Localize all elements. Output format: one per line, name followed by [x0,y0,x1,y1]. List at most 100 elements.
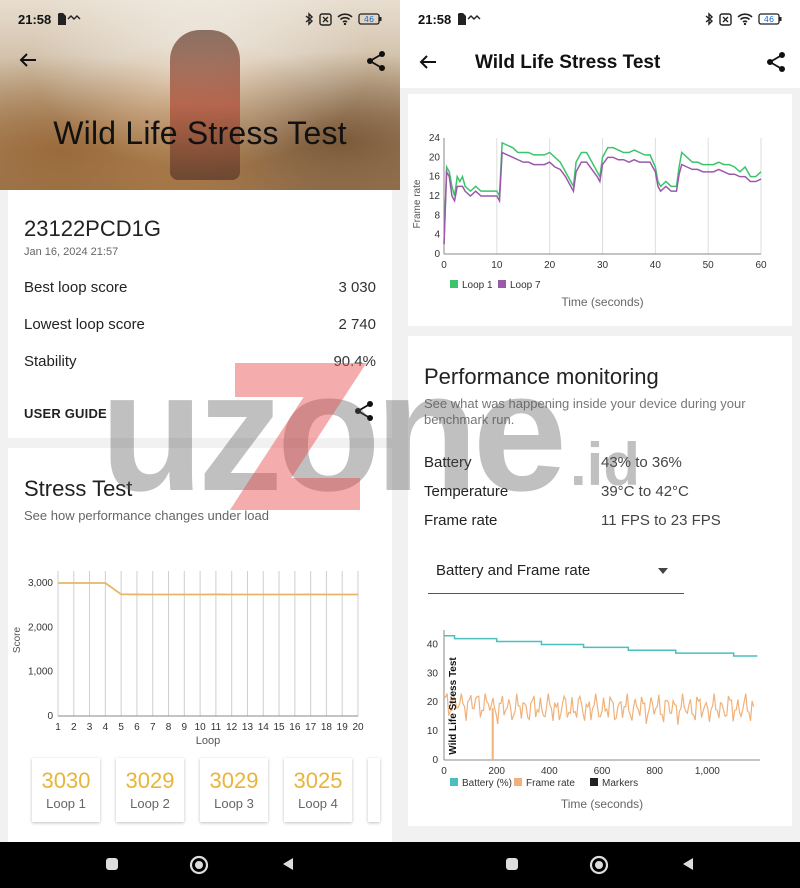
dropdown-value: Battery and Frame rate [436,562,591,579]
legend-label: Loop 7 [510,280,541,291]
x-tick-label: 8 [166,722,172,733]
battery-row: Battery 43% to 36% [424,454,682,471]
x-tick-label: 0 [441,766,447,777]
back-arrow-icon[interactable] [418,52,438,72]
legend-label: Frame rate [526,778,575,789]
loop-tile[interactable]: 3025 Loop 4 [284,758,352,822]
legend-label: Markers [602,778,638,789]
notification-icon [467,15,481,20]
y-tick-label: 30 [427,668,439,679]
battery-icon: 46 [358,13,382,25]
y-tick-label: 8 [434,210,440,221]
y-tick-label: 0 [47,711,53,722]
sim-icon [58,13,67,25]
dropdown-arrow-icon [658,568,668,574]
x-tick-label: 0 [441,260,447,271]
share-result-icon[interactable] [354,400,374,422]
battery-level: 46 [764,15,774,24]
x-tick-label: 19 [337,722,349,733]
y-tick-label: 12 [429,191,441,202]
legend-label: Battery (%) [462,778,512,789]
hero-banner: Wild Life Stress Test [0,0,400,190]
left-screen: Wild Life Stress Test 21:58 46 23122PCD1… [0,0,400,842]
lowest-loop-row: Lowest loop score 2 740 [24,316,376,333]
x-tick-label: 9 [182,722,188,733]
best-loop-value: 3 030 [338,279,376,296]
y-tick-label: 1,000 [28,667,53,678]
loop-tile[interactable]: 3029 Loop 3 [200,758,268,822]
loop-score: 3029 [209,768,259,793]
loop-tile-partial[interactable] [368,758,380,822]
legend-swatch [498,280,506,288]
x-tick-label: 30 [597,260,609,271]
x-tick-label: 11 [211,722,222,733]
x-tick-label: 16 [289,722,301,733]
y-tick-label: 24 [429,133,441,144]
legend-swatch [450,778,458,786]
home-icon[interactable] [589,855,609,875]
x-tick-label: 600 [594,766,611,777]
bluetooth-icon [305,12,314,26]
frame-rate-card: 0 10 20 30 40 50 60 0 4 8 12 16 20 24 Frame rate Loop 1… [408,94,792,326]
loop-score: 3025 [293,768,343,793]
y-tick-label: 16 [429,172,441,183]
status-time: 21:58 [18,11,52,27]
loop-score: 3029 [125,768,175,793]
chart-vertical-title: Wild Life Stress Test [448,657,459,755]
home-icon[interactable] [189,855,209,875]
stress-test-title: Stress Test [24,476,133,501]
lowest-loop-label: Lowest loop score [24,316,145,333]
x-tick-label: 14 [258,722,270,733]
x-tick-label: 4 [103,722,109,733]
x-tick-label: 6 [134,722,140,733]
frame-rate-value: 11 FPS to 23 FPS [601,512,721,529]
x-tick-label: 12 [226,722,238,733]
x-tick-label: 3 [87,722,93,733]
x-tick-label: 17 [305,722,317,733]
frame-rate-label: Frame rate [424,512,498,529]
no-sim-icon [719,12,732,26]
legend-swatch [514,778,522,786]
right-screen: 21:58 46 Wild Life Stress Test 0 10 20 30 40… [400,0,800,842]
recent-apps-icon[interactable] [104,856,120,872]
share-icon[interactable] [366,50,386,72]
device-name: 23122PCD1G [24,216,161,241]
loop-tile[interactable]: 3030 Loop 1 [32,758,100,822]
bluetooth-icon [705,12,714,26]
status-time: 21:58 [418,11,452,27]
notification-icon [67,15,81,20]
hero-character-art [170,30,240,180]
loop-tiles: 3030 Loop 1 3029 Loop 2 3029 Loop 3 3025 Loo… [32,758,380,822]
frame-rate-row: Frame rate 11 FPS to 23 FPS [424,512,721,529]
stability-label: Stability [24,353,77,370]
score-line [58,582,359,596]
x-tick-label: 800 [646,766,663,777]
loop-label: Loop 1 [46,796,86,811]
recent-apps-icon[interactable] [504,856,520,872]
back-nav-icon[interactable] [280,856,296,872]
x-tick-label: 18 [321,722,333,733]
y-tick-label: 20 [427,697,439,708]
chart-type-dropdown[interactable]: Battery and Frame rate [428,558,684,594]
battery-label: Battery [424,454,472,471]
battery-level: 46 [364,15,374,24]
y-axis-label: Score [12,627,23,654]
frame-rate-chart: 0 10 20 30 40 50 60 0 4 8 12 16 20 24 Frame rate Loop 1… [412,133,767,309]
status-bar: 21:58 46 [400,0,800,38]
x-tick-label: 50 [703,260,715,271]
user-guide-link[interactable]: USER GUIDE [24,406,107,421]
x-tick-label: 200 [488,766,505,777]
back-nav-icon[interactable] [680,856,696,872]
x-tick-label: 5 [118,722,124,733]
wifi-icon [737,13,753,25]
series-line-loop-7 [443,151,762,245]
y-tick-label: 0 [432,755,438,766]
share-icon[interactable] [766,51,786,73]
performance-subtitle: See what was happening inside your devic… [424,396,746,427]
loop-tile[interactable]: 3029 Loop 2 [116,758,184,822]
y-axis-label: Frame rate [412,179,423,228]
performance-monitoring-card: Performance monitoring See what was happ… [408,336,792,826]
back-arrow-icon[interactable] [18,50,38,70]
